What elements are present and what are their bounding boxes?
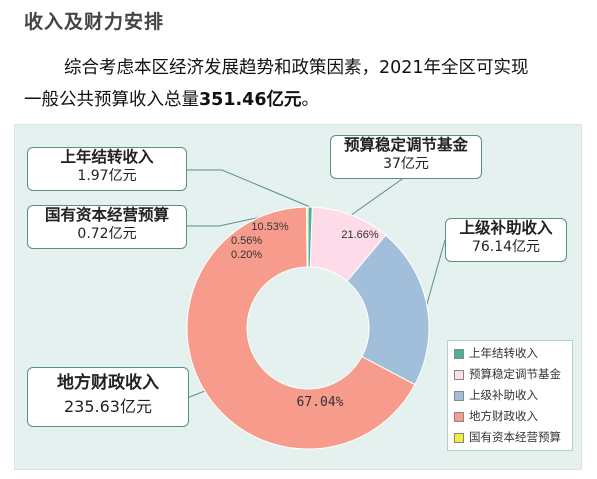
leader-line-3 [186,390,205,399]
callout-2: 上级补助收入 76.14亿元 [445,218,567,262]
summary-paragraph: 综合考虑本区经济发展趋势和政策因素，2021年全区可实现 一般公共预算收入总量3… [24,52,584,116]
legend-item: 预算稳定调节基金 [454,367,561,381]
donut-slices [186,206,430,450]
legend-swatch [454,411,464,422]
legend-label: 上年结转收入 [469,346,538,360]
leader-line-1 [351,176,406,216]
chart-legend: 上年结转收入 预算稳定调节基金 上级补助收入 地方财政收入 国有资本经营预算 [447,340,573,451]
percent-label-0: 0.56% [231,235,262,247]
percent-labels: 10.53% 21.66% 67.04% 0.20% 0.56% [231,221,379,410]
summary-line-1: 综合考虑本区经济发展趋势和政策因素，2021年全区可实现 [64,58,529,78]
legend-label: 地方财政收入 [469,409,538,423]
legend-label: 预算稳定调节基金 [469,367,561,381]
legend-item: 国有资本经营预算 [454,430,561,444]
callout-value: 76.14亿元 [471,239,541,255]
page-title: 收入及财力安排 [24,11,165,33]
callout-name: 国有资本经营预算 [44,206,169,224]
legend-label: 国有资本经营预算 [469,430,561,444]
slice-3 [186,206,416,450]
legend-swatch [454,348,464,359]
legend-swatch [454,432,464,443]
callout-1: 预算稳定调节基金 37亿元 [330,135,482,179]
legend-item: 上年结转收入 [454,346,538,360]
percent-label-2: 21.66% [341,229,379,241]
percent-label-1: 10.53% [251,221,289,233]
callout-value: 1.97亿元 [77,168,137,184]
callout-name: 地方财政收入 [57,373,159,393]
summary-line-2: 一般公共预算收入总量351.46亿元。 [24,84,584,116]
slice-0 [307,206,313,268]
callout-0: 上年结转收入 1.97亿元 [27,147,187,191]
callout-name: 上年结转收入 [60,148,154,166]
summary-prefix: 一般公共预算收入总量 [24,90,199,110]
leader-line-0 [185,169,311,208]
callout-leaders [185,169,446,399]
callout-value: 37亿元 [383,156,429,172]
slice-2 [346,234,430,386]
callout-value: 235.63亿元 [64,397,152,416]
callout-value: 0.72亿元 [77,226,137,242]
callout-4: 国有资本经营预算 0.72亿元 [27,205,187,249]
leader-line-2 [426,239,446,305]
legend-item: 地方财政收入 [454,409,538,423]
callout-name: 预算稳定调节基金 [343,136,468,154]
total-value: 351.46亿元 [199,90,302,110]
summary-suffix: 。 [301,90,320,110]
legend-swatch [454,369,464,380]
legend-label: 上级补助收入 [469,388,538,402]
callout-name: 上级补助收入 [459,219,553,237]
percent-label-3: 67.04% [297,395,344,410]
percent-label-4: 0.20% [231,249,262,261]
legend-item: 上级补助收入 [454,388,538,402]
legend-swatch [454,390,464,401]
callout-3: 地方财政收入 235.63亿元 [27,367,189,427]
